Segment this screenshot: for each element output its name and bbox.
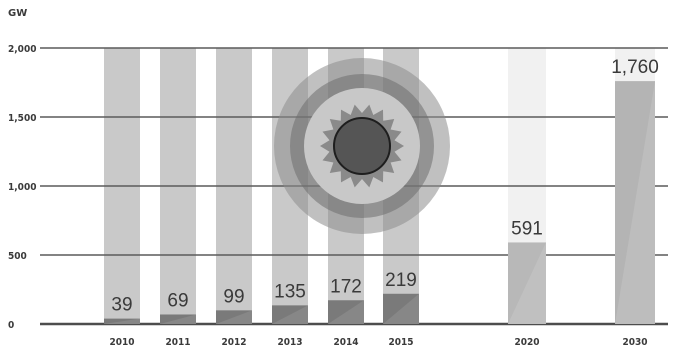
bar-2030 [615,81,655,325]
bar-sheen-2020 [508,242,546,324]
x-tick-label-2014: 2014 [333,337,358,348]
bars [104,81,655,325]
x-tick-label-2015: 2015 [388,337,413,348]
bar-sheen-2014 [328,300,364,324]
bar-2011 [160,314,196,324]
bar-sheen-2013 [272,305,308,324]
bar-2015 [383,293,419,324]
value-label-2010: 39 [111,295,132,316]
bar-sheen-2015 [383,293,419,324]
bar-sheen-2030 [615,81,655,325]
bar-sheen-2010 [104,318,140,324]
x-tick-label-2011: 2011 [165,337,190,348]
y-tick-label: 2,000 [8,44,36,55]
x-tick-label-2012: 2012 [221,337,246,348]
bar-2010 [104,318,140,324]
y-axis-unit: GW [8,8,27,19]
value-label-2011: 69 [167,290,188,311]
x-tick-label-2013: 2013 [277,337,302,348]
value-label-2015: 219 [385,270,417,291]
y-tick-label: 1,500 [8,113,36,124]
bar-2014 [328,300,364,324]
value-label-2030: 1,760 [611,57,659,78]
y-tick-label: 0 [8,320,14,331]
bar-2013 [272,305,308,324]
value-label-2014: 172 [330,276,362,297]
x-tick-label-2030: 2030 [622,337,647,348]
value-label-2012: 99 [223,286,244,307]
bar-2020 [508,242,546,324]
x-axis-labels: 2010 2011 2012 2013 2014 2015 2020 2030 [109,337,647,348]
bar-sheen-2011 [160,314,196,324]
y-axis: GW 0 500 1,000 1,500 2,000 [8,8,36,331]
sun-emblem-icon [274,58,450,234]
y-tick-label: 500 [8,251,27,262]
x-tick-label-2020: 2020 [514,337,539,348]
y-tick-label: 1,000 [8,182,36,193]
value-labels: 39 69 99 135 172 219 591 1,760 [111,57,658,315]
x-tick-label-2010: 2010 [109,337,134,348]
value-label-2020: 591 [511,218,543,239]
emblem-sun-core [333,117,391,175]
bar-sheen-2012 [216,310,252,324]
bar-2012 [216,310,252,324]
value-label-2013: 135 [274,281,306,302]
